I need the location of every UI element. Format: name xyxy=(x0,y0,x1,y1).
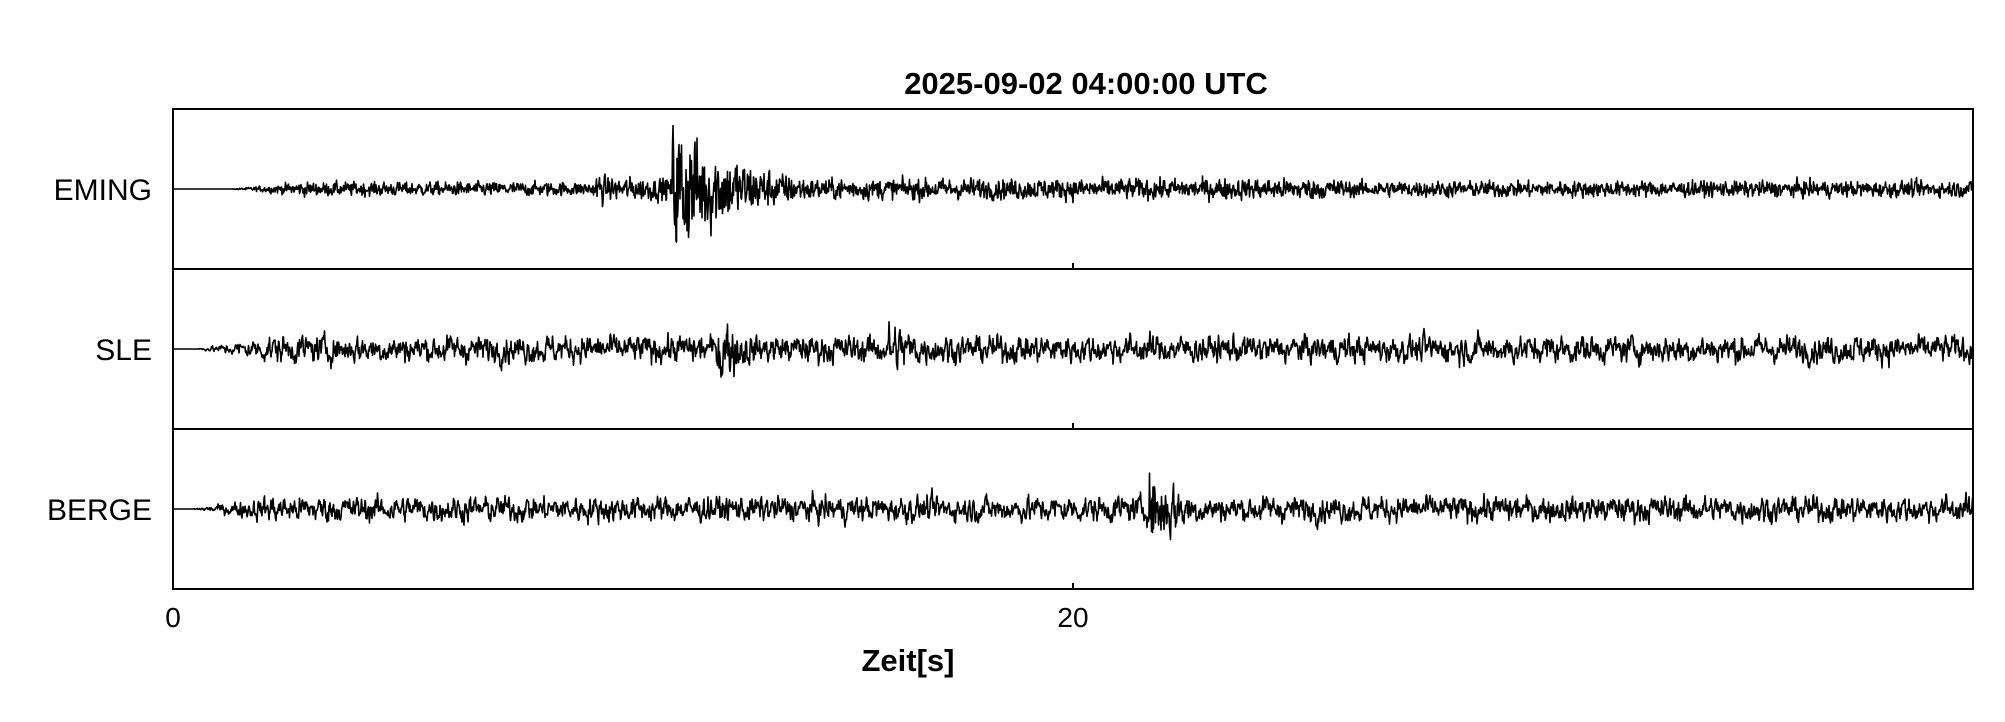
chart-title: 2025-09-02 04:00:00 UTC xyxy=(904,66,1268,101)
waveform-sle xyxy=(172,321,1974,378)
station-label-eming: EMING xyxy=(54,174,152,207)
x-tick-label: 20 xyxy=(1057,602,1088,633)
x-axis-label: Zeit[s] xyxy=(862,643,955,678)
x-tick-label: 0 xyxy=(165,602,181,633)
station-label-berge: BERGE xyxy=(47,494,152,527)
waveform-berge xyxy=(172,472,1974,541)
waveform-eming xyxy=(172,124,1974,243)
station-label-sle: SLE xyxy=(95,334,152,367)
